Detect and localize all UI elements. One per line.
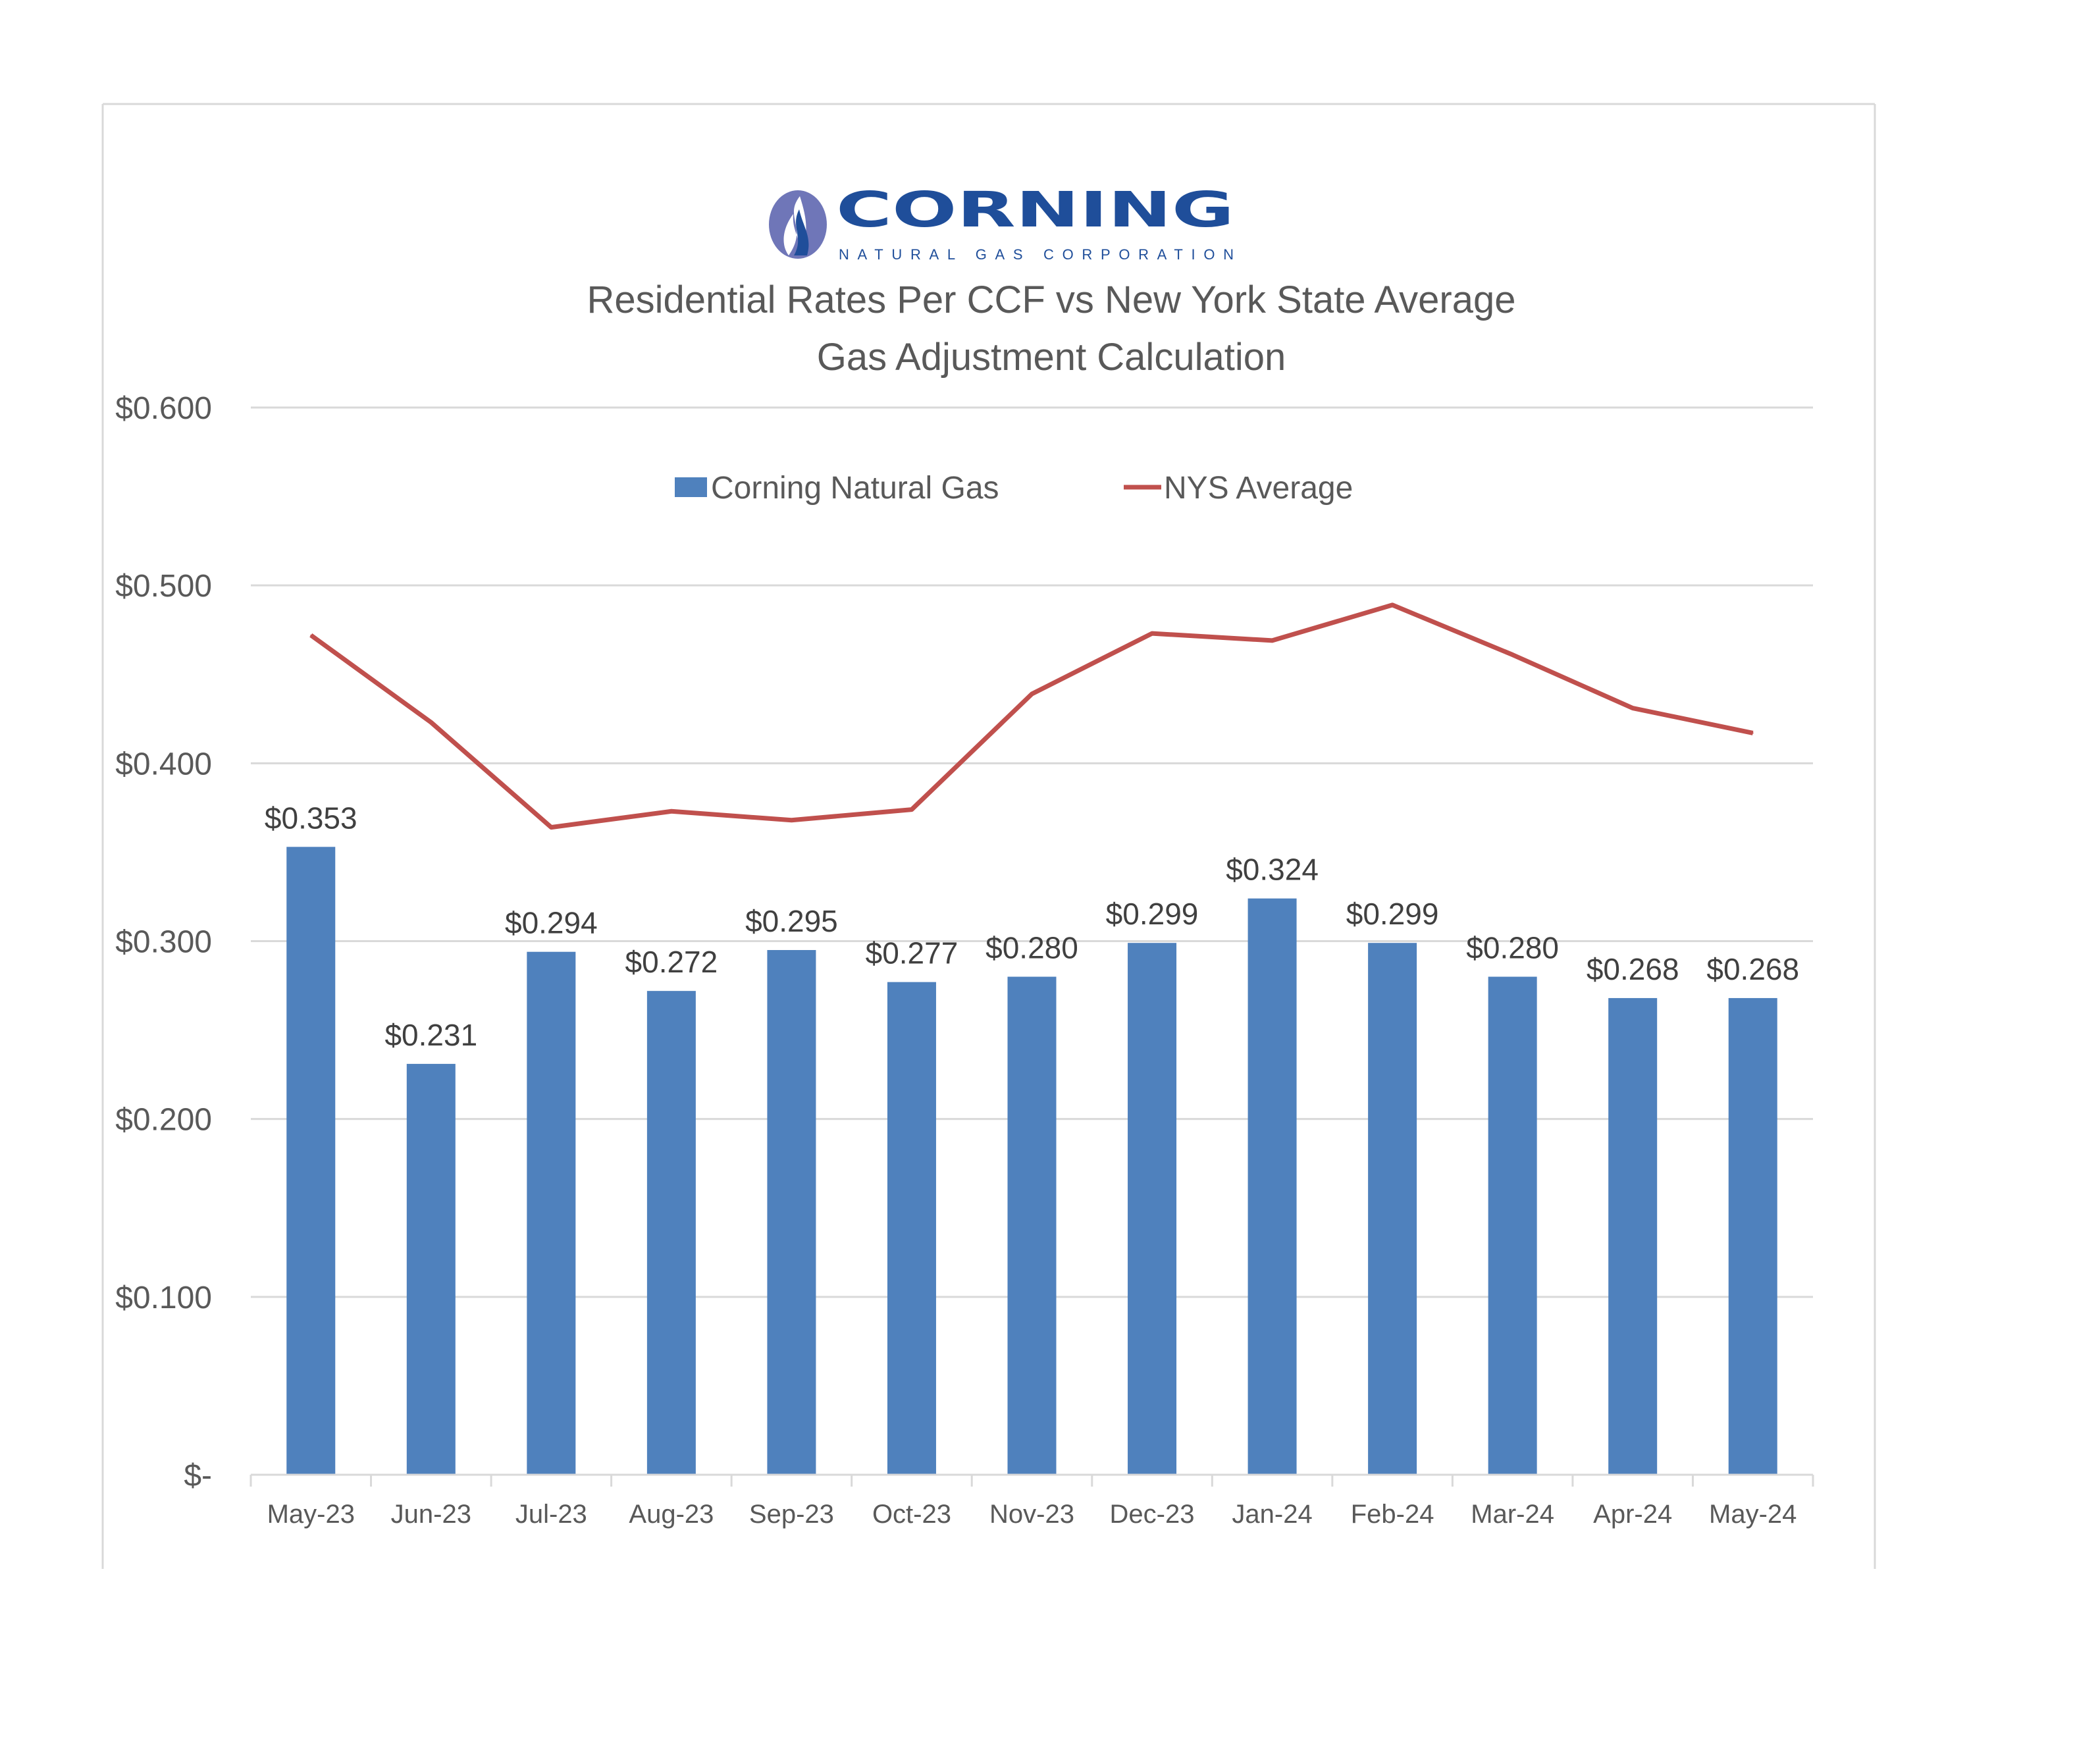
- legend-label-corning: Corning Natural Gas: [711, 471, 999, 506]
- bar-May-23: [286, 847, 336, 1475]
- bar-Jul-23: [527, 951, 576, 1475]
- x-tick-label: Mar-24: [1471, 1500, 1554, 1529]
- bar-Mar-24: [1488, 976, 1537, 1475]
- nys-point-Jul-23: [550, 826, 552, 828]
- bar-Sep-23: [767, 950, 816, 1475]
- gridlines: [251, 406, 1813, 1298]
- logo-tagline: NATURAL GAS CORPORATION: [839, 246, 1234, 263]
- bar-data-label: $0.280: [1466, 931, 1559, 965]
- x-tick-label: Oct-23: [872, 1500, 951, 1529]
- bar-data-label: $0.324: [1226, 853, 1319, 887]
- nys-point-Aug-23: [670, 810, 672, 812]
- bar-data-label: $0.231: [384, 1018, 477, 1052]
- y-tick-label: $0.600: [115, 391, 212, 426]
- x-axis: May-23 Jun-23 Jul-23 Aug-23 Sep-23 Oct-23 Nov-…: [249, 1473, 1814, 1529]
- bar-Feb-24: [1368, 943, 1417, 1475]
- x-tick-label: Jun-23: [391, 1500, 471, 1529]
- legend-label-nys: NYS Average: [1164, 471, 1353, 506]
- nys-point-May-23: [310, 634, 312, 636]
- nys-point-Oct-23: [910, 808, 912, 810]
- logo-wordmark: CORNING: [836, 182, 1234, 238]
- bar-data-label: $0.294: [505, 906, 598, 940]
- y-tick-label: $0.300: [115, 925, 212, 960]
- bar-May-24: [1728, 997, 1777, 1475]
- corning-logo: CORNING NATURAL GAS CORPORATION: [769, 182, 1234, 263]
- x-tick-label: Jul-23: [515, 1500, 587, 1529]
- bar-data-label: $0.280: [985, 931, 1078, 965]
- nys-point-Jun-23: [430, 722, 432, 724]
- x-tick-label: Feb-24: [1351, 1500, 1434, 1529]
- x-tick-label: Apr-24: [1593, 1500, 1672, 1529]
- x-tick-label: Dec-23: [1110, 1500, 1195, 1529]
- x-tick-label: Aug-23: [629, 1500, 714, 1529]
- bar-Apr-24: [1608, 997, 1658, 1475]
- bar-data-label: $0.268: [1706, 952, 1799, 986]
- nys-point-Mar-24: [1511, 654, 1513, 656]
- bar-Aug-23: [646, 991, 696, 1475]
- y-tick-label: $-: [184, 1458, 212, 1493]
- nys-point-Jan-24: [1271, 639, 1273, 641]
- y-tick-label: $0.500: [115, 569, 212, 604]
- bar-data-label: $0.295: [745, 904, 838, 938]
- bar-labels: $0.353 $0.231 $0.294 $0.272 $0.295 $0.277 $0.2…: [265, 801, 1799, 1052]
- y-tick-label: $0.100: [115, 1281, 212, 1315]
- x-tick-label: Nov-23: [989, 1500, 1074, 1529]
- bar-data-label: $0.353: [265, 801, 357, 835]
- bar-Jun-23: [406, 1063, 456, 1475]
- nys-line: [309, 602, 1754, 830]
- bar-Oct-23: [887, 982, 936, 1475]
- y-tick-label: $0.400: [115, 747, 212, 781]
- bar-Nov-23: [1007, 976, 1057, 1475]
- chart-title-line-1: Residential Rates Per CCF vs New York St…: [587, 278, 1516, 321]
- bar-data-label: $0.268: [1587, 952, 1679, 986]
- nys-point-Sep-23: [791, 819, 793, 821]
- bar-data-label: $0.299: [1106, 897, 1199, 931]
- x-tick-label: May-24: [1709, 1500, 1797, 1529]
- legend: Corning Natural Gas NYS Average: [675, 471, 1353, 506]
- bar-data-label: $0.299: [1346, 897, 1439, 931]
- chart-frame: [101, 103, 1876, 1569]
- nys-point-May-24: [1752, 732, 1754, 734]
- y-tick-label: $0.200: [115, 1103, 212, 1138]
- bar-Jan-24: [1247, 898, 1297, 1475]
- y-axis: $- $0.100 $0.200 $0.300 $0.400 $0.500 $0.600: [115, 391, 212, 1493]
- chart-title-line-2: Gas Adjustment Calculation: [817, 336, 1286, 379]
- flame-inner-icon: [794, 209, 809, 255]
- legend-swatch-corning: [675, 477, 707, 497]
- nys-average-line: [309, 602, 1754, 830]
- bar-data-label: $0.272: [625, 945, 718, 979]
- x-tick-label: Sep-23: [749, 1500, 834, 1529]
- nys-point-Nov-23: [1031, 693, 1033, 695]
- x-tick-label: Jan-24: [1232, 1500, 1312, 1529]
- bar-data-label: $0.277: [866, 936, 958, 970]
- x-tick-label: May-23: [267, 1500, 355, 1529]
- nys-point-Feb-24: [1392, 604, 1394, 606]
- nys-point-Dec-23: [1151, 633, 1153, 635]
- nys-point-Apr-24: [1632, 707, 1634, 709]
- bar-Dec-23: [1128, 943, 1177, 1475]
- bars: [286, 847, 1777, 1475]
